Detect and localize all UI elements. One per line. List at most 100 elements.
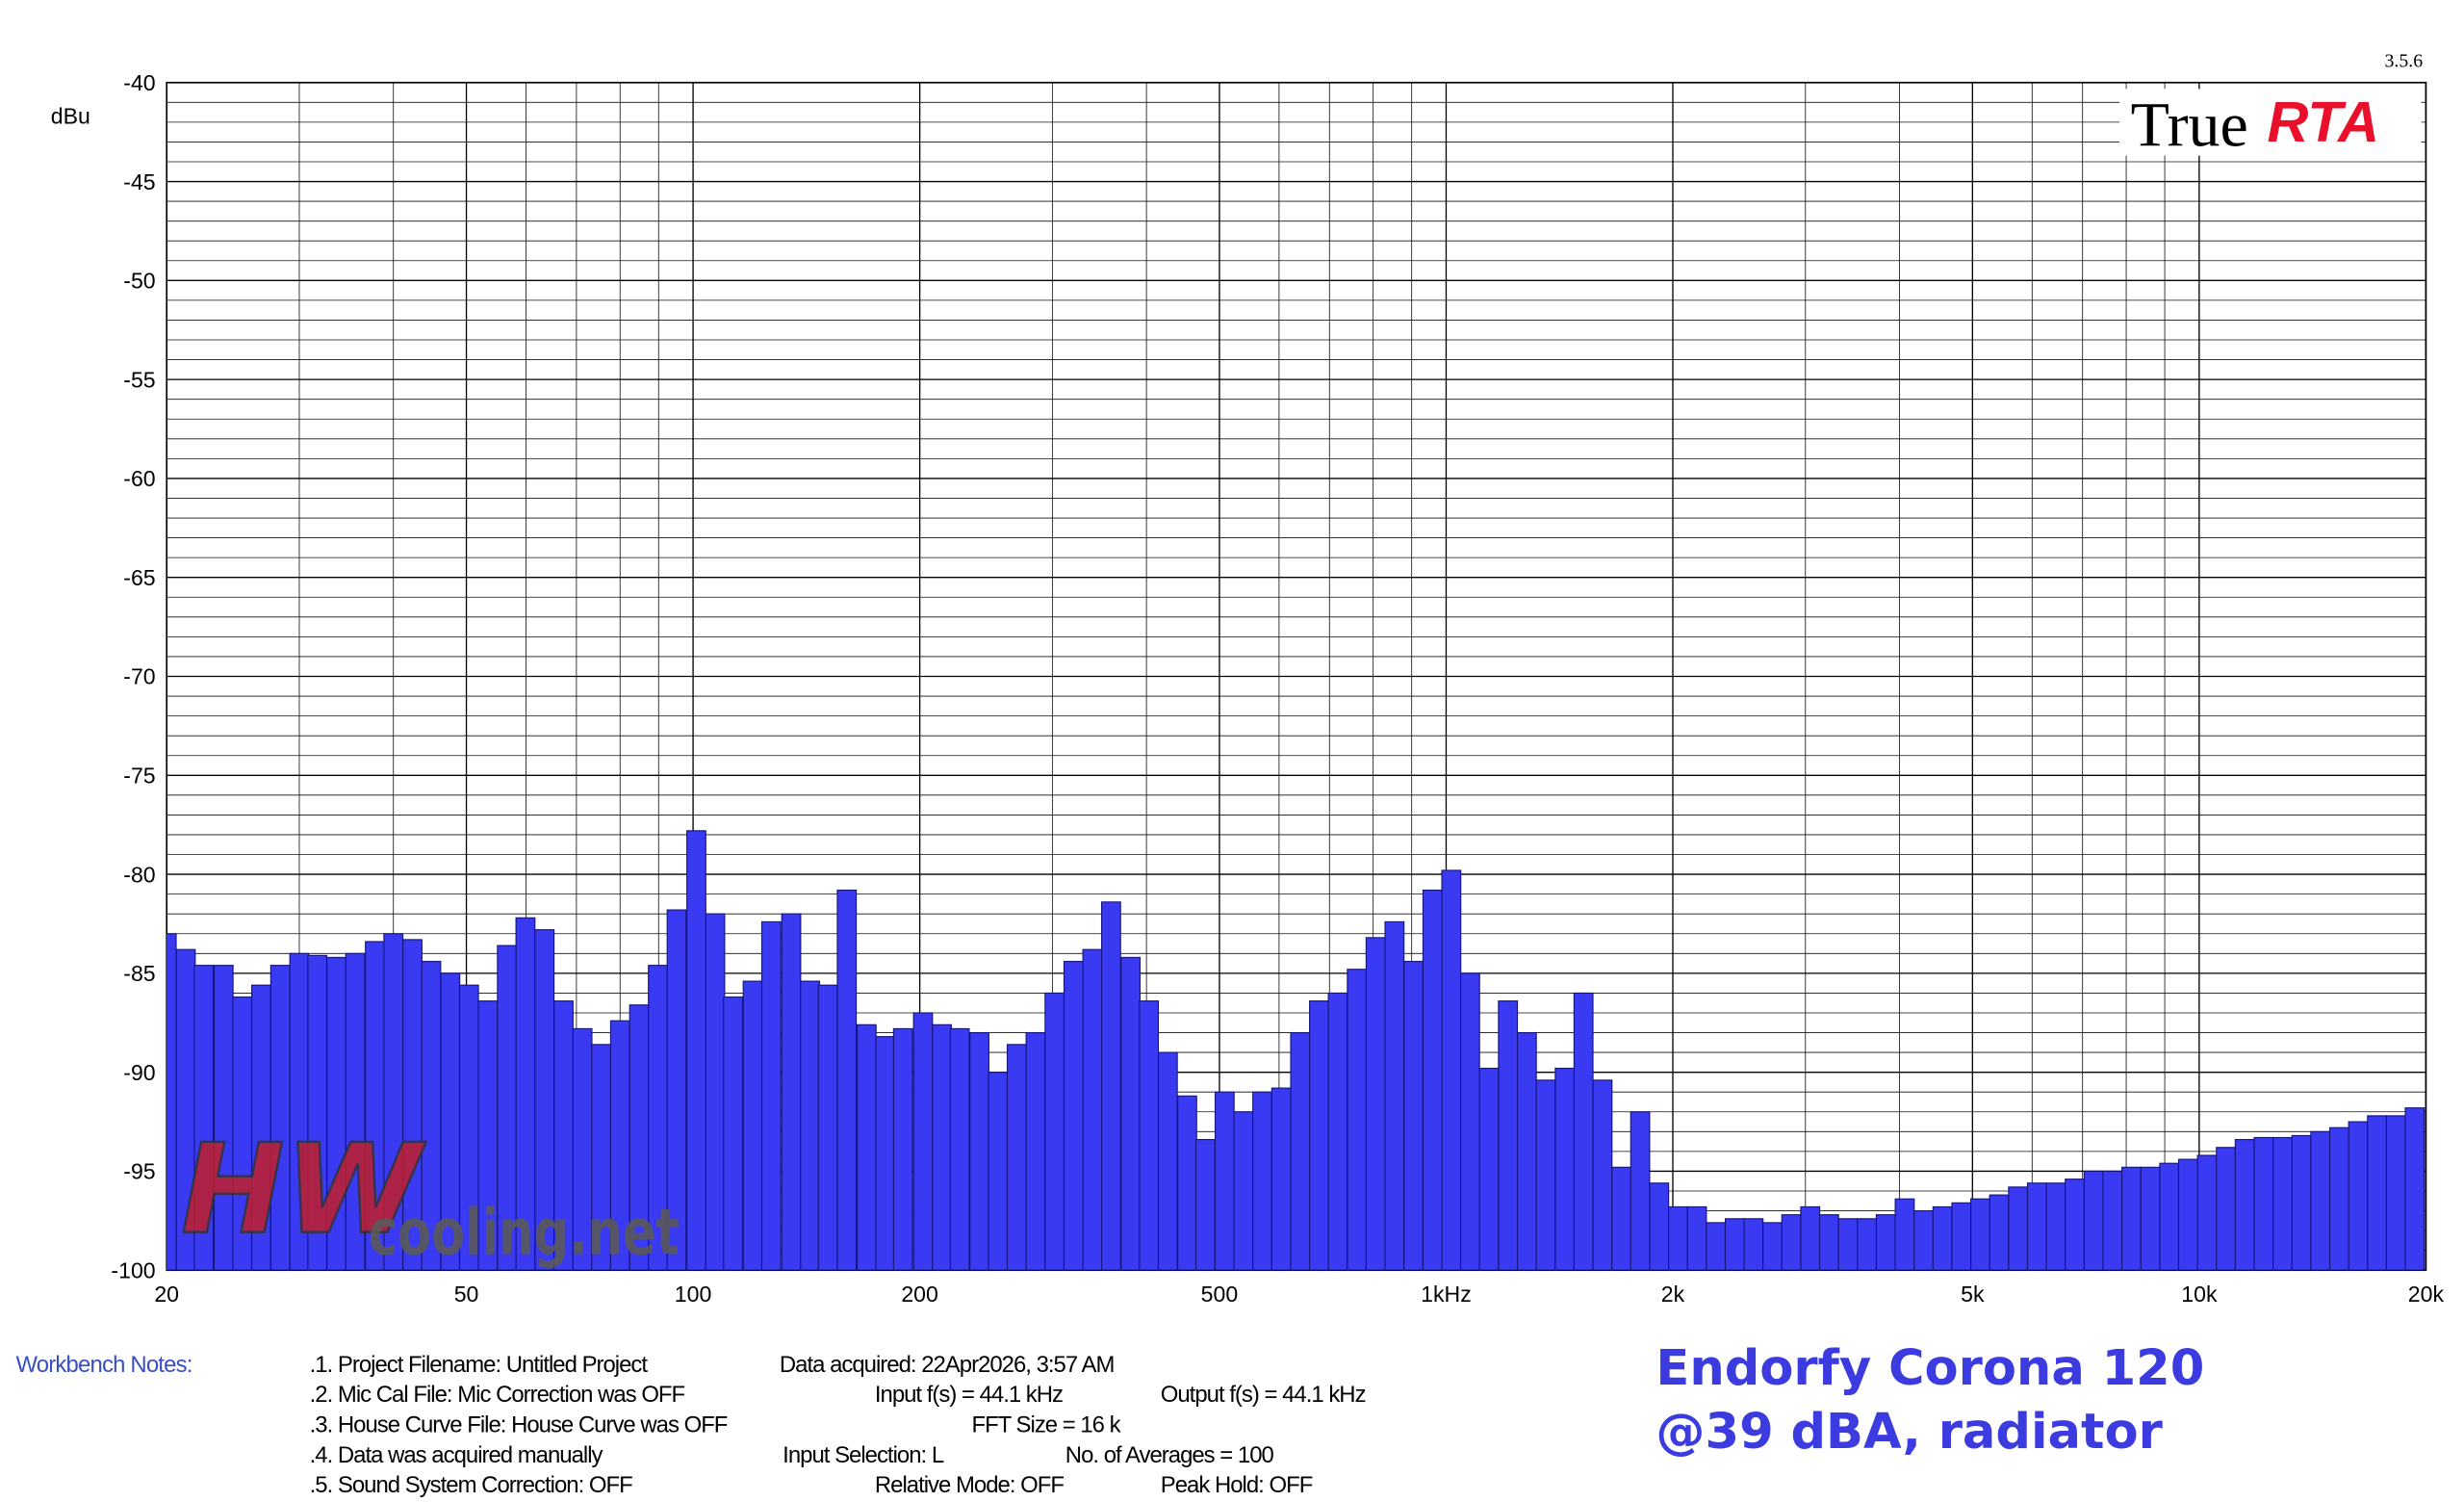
y-tick-label: -85 [123, 961, 155, 986]
bar [1459, 972, 1480, 1271]
bar [1516, 1031, 1537, 1271]
bar [988, 1072, 1009, 1271]
y-tick-label: -65 [123, 565, 155, 590]
bar [1157, 1051, 1178, 1271]
bar [969, 1031, 989, 1271]
x-tick-label: 5k [1961, 1282, 1985, 1307]
bar [2177, 1158, 2198, 1271]
bar [193, 965, 215, 1271]
bar [1724, 1218, 1745, 1271]
note-text: .5. Sound System Correction: OFF [310, 1472, 632, 1498]
watermark-hw: HW [181, 1119, 427, 1262]
bar [723, 996, 743, 1271]
note-text: Peak Hold: OFF [1161, 1472, 1313, 1498]
bar [760, 920, 782, 1271]
version: 3.5.6 [2385, 50, 2424, 71]
bar [1875, 1214, 1896, 1271]
bar [2310, 1130, 2331, 1271]
bar [892, 1027, 913, 1271]
y-tick-label: -80 [123, 862, 155, 887]
x-tick-label: 20k [2408, 1282, 2445, 1307]
bar [2140, 1166, 2161, 1271]
note-text: .4. Data was acquired manually [310, 1442, 603, 1468]
bar [1478, 1067, 1500, 1271]
bar [1743, 1218, 1764, 1271]
bar [2008, 1186, 2029, 1271]
bar [836, 889, 858, 1271]
bar [781, 913, 802, 1271]
bar [1818, 1214, 1839, 1271]
bar [2102, 1170, 2123, 1271]
note-text: .2. Mic Cal File: Mic Correction was OFF [310, 1382, 685, 1408]
note-text: .1. Project Filename: Untitled Project [310, 1352, 649, 1378]
bar [1441, 869, 1462, 1271]
x-tick-label: 500 [1201, 1282, 1239, 1307]
bar [1781, 1214, 1802, 1271]
bar [1762, 1222, 1783, 1271]
bar [1347, 969, 1368, 1271]
bar [2234, 1138, 2255, 1271]
bar [1857, 1218, 1878, 1271]
y-tick-label: -50 [123, 269, 155, 294]
bar [1365, 937, 1386, 1271]
y-tick-label: -100 [111, 1257, 155, 1282]
bar [2065, 1178, 2085, 1271]
bar [1592, 1079, 1613, 1271]
x-tick-label: 100 [675, 1282, 712, 1307]
x-tick-label: 20 [154, 1282, 179, 1307]
x-tick-label: 2k [1661, 1282, 1685, 1307]
bar [912, 1012, 934, 1271]
bar [2216, 1147, 2236, 1271]
bar [2253, 1136, 2274, 1271]
bar [1800, 1205, 1821, 1271]
bar [1063, 960, 1084, 1271]
bar [1139, 1000, 1160, 1271]
note-text: Relative Mode: OFF [875, 1472, 1064, 1498]
x-tick-label: 10k [2181, 1282, 2218, 1307]
bar [2348, 1121, 2369, 1271]
bar [2272, 1136, 2293, 1271]
bar [1649, 1182, 1670, 1271]
bar [1837, 1218, 1859, 1271]
watermark-site: cooling.net [369, 1196, 680, 1270]
note-text: No. of Averages = 100 [1065, 1442, 1274, 1468]
y-tick-label: -95 [123, 1159, 155, 1184]
bar [1932, 1205, 1953, 1271]
bar [1082, 948, 1103, 1271]
bar [1403, 960, 1424, 1271]
bar [705, 913, 726, 1271]
bar [1498, 1000, 1519, 1271]
bar [1970, 1198, 1990, 1271]
bar [1686, 1205, 1707, 1271]
note-text: FFT Size = 16 k [971, 1411, 1120, 1437]
bar [875, 1036, 896, 1271]
bar [345, 952, 366, 1271]
bar [1290, 1031, 1311, 1271]
bar [1384, 920, 1405, 1271]
y-unit: dBu [51, 104, 90, 129]
bar [1044, 992, 1065, 1271]
x-tick-label: 200 [901, 1282, 938, 1307]
note-text: Data acquired: 22Apr2026, 3:57 AM [780, 1352, 1114, 1378]
notes-label: Workbench Notes: [15, 1352, 192, 1378]
note-text: Input Selection: L [783, 1442, 944, 1468]
bar [817, 984, 838, 1271]
bar [686, 830, 706, 1271]
y-tick-label: -55 [123, 367, 155, 392]
bar [800, 980, 821, 1271]
notes: .1. Project Filename: Untitled Project Da… [310, 1352, 1367, 1498]
y-tick-label: -45 [123, 169, 155, 194]
y-tick-label: -40 [123, 70, 155, 95]
bar [1006, 1044, 1027, 1271]
note-text: Input f(s) = 44.1 kHz [875, 1382, 1063, 1408]
bar [856, 1023, 877, 1271]
logo-bg [2119, 89, 2422, 156]
x-tick-label: 1kHz [1421, 1282, 1472, 1307]
bar [1252, 1091, 1272, 1271]
y-tick-label: -60 [123, 466, 155, 491]
bar [1025, 1031, 1046, 1271]
logo-true: True [2131, 91, 2248, 161]
bar [666, 909, 687, 1271]
bar [1309, 1000, 1329, 1271]
